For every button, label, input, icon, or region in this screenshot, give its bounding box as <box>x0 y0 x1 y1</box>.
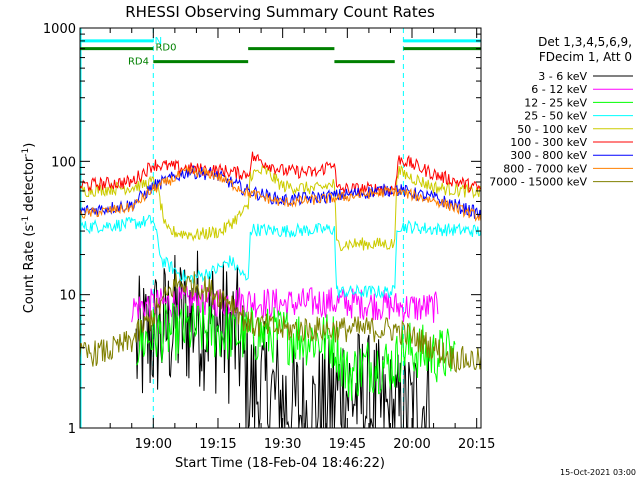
legend: Det 1,3,4,5,6,9, FDecim 1, Att 0 3 - 6 k… <box>489 35 633 189</box>
legend-header-decimation: FDecim 1, Att 0 <box>539 50 632 64</box>
y-tick-label: 1 <box>68 422 76 437</box>
legend-label: 6 - 12 keV <box>531 83 587 96</box>
x-tick-label: 20:15 <box>458 437 495 452</box>
series-line-4 <box>79 164 482 252</box>
x-axis-label: Start Time (18-Feb-04 18:46:22) <box>175 456 385 471</box>
flag-label-rd0: RD0 <box>155 43 176 54</box>
series-line-6 <box>79 165 482 219</box>
y-axis-label: Count Rate (s-1 detector-1) <box>21 143 37 314</box>
flag-label-rd4: RD4 <box>128 57 149 68</box>
series-line-3 <box>79 214 482 299</box>
series-line-7 <box>79 164 482 222</box>
chart-title: RHESSI Observing Summary Count Rates <box>125 3 435 21</box>
y-tick-label: 1000 <box>43 22 76 37</box>
axis-ticks: 1 10 100 1000 19:00 19:15 19:30 19:45 20:00 20:15 <box>43 22 496 452</box>
night-boundaries <box>80 28 482 428</box>
y-tick-label: 10 <box>59 289 76 304</box>
legend-label: 800 - 7000 keV <box>503 162 587 175</box>
series-line-8 <box>79 271 482 374</box>
x-tick-label: 19:15 <box>199 437 236 452</box>
x-tick-label: 20:00 <box>393 437 430 452</box>
flag-label-n: N <box>155 36 162 47</box>
legend-label: 12 - 25 keV <box>524 96 587 109</box>
footer-date: 15-Oct-2021 03:00 <box>560 468 636 477</box>
x-tick-label: 19:30 <box>264 437 301 452</box>
series-line-0 <box>135 250 430 429</box>
legend-label: 100 - 300 keV <box>510 136 587 149</box>
series-line-5 <box>79 151 482 197</box>
x-tick-label: 19:00 <box>135 437 172 452</box>
legend-label: 50 - 100 keV <box>517 123 587 136</box>
legend-label: 7000 - 15000 keV <box>489 176 587 189</box>
x-tick-label: 19:45 <box>329 437 366 452</box>
y-tick-label: 100 <box>51 155 76 170</box>
legend-label: 25 - 50 keV <box>524 110 587 123</box>
plot-frame <box>79 27 482 429</box>
data-series <box>79 151 482 429</box>
legend-label: 3 - 6 keV <box>538 70 587 83</box>
legend-header-detectors: Det 1,3,4,5,6,9, <box>538 35 632 49</box>
legend-label: 300 - 800 keV <box>510 149 587 162</box>
